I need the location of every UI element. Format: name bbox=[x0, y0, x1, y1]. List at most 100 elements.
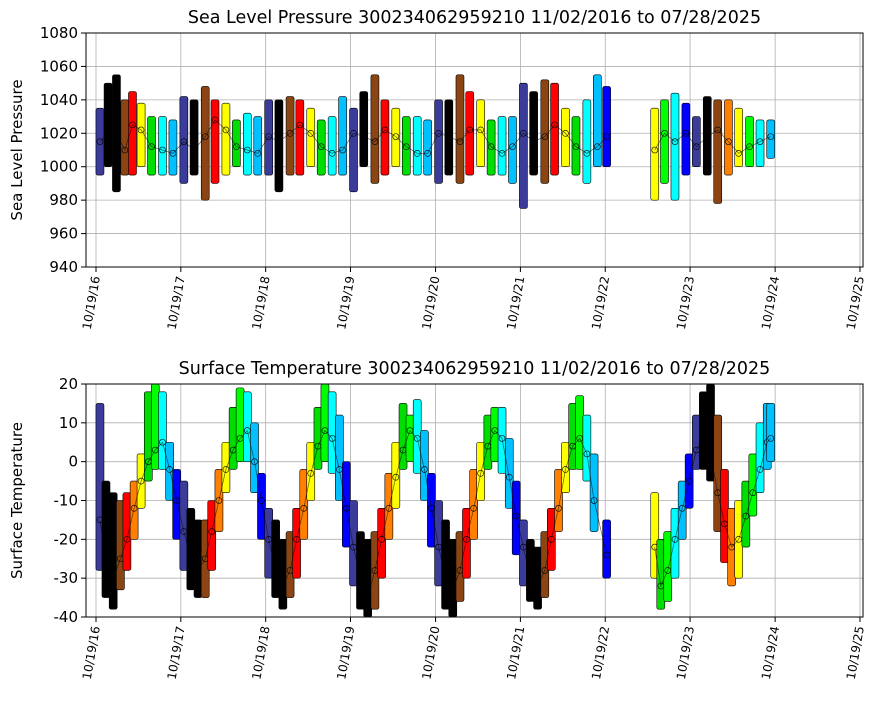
data-range-bar bbox=[745, 116, 754, 168]
y-axis-label: Sea Level Pressure bbox=[8, 79, 26, 220]
data-range-bar bbox=[306, 107, 316, 168]
data-range-bar bbox=[221, 102, 231, 176]
data-range-bar bbox=[274, 99, 284, 193]
data-range-bar bbox=[504, 438, 514, 509]
data-range-bar bbox=[338, 96, 347, 176]
x-tick-label: 10/19/16 bbox=[80, 625, 103, 681]
data-range-bar bbox=[706, 383, 715, 482]
x-tick-label: 10/19/21 bbox=[504, 625, 527, 681]
x-tick-label: 10/19/18 bbox=[249, 625, 272, 681]
data-range-bar bbox=[158, 116, 167, 176]
y-tick-label: 960 bbox=[49, 225, 78, 243]
data-range-bar bbox=[380, 99, 390, 176]
x-tick-label: 10/19/19 bbox=[334, 625, 357, 681]
data-range-bar bbox=[150, 383, 160, 470]
x-tick-label: 10/19/16 bbox=[80, 275, 103, 331]
y-tick-label: 1000 bbox=[40, 158, 78, 176]
data-range-bar bbox=[748, 453, 758, 517]
data-point bbox=[767, 133, 775, 140]
data-range-bar bbox=[660, 99, 669, 184]
data-range-bar bbox=[292, 507, 301, 579]
data-range-bar bbox=[158, 391, 167, 470]
data-range-bar bbox=[122, 492, 132, 571]
data-range-bar bbox=[469, 469, 478, 540]
data-range-bar bbox=[490, 406, 500, 462]
data-range-bar bbox=[550, 82, 559, 176]
data-range-bar bbox=[370, 74, 380, 184]
data-range-bar bbox=[699, 391, 708, 470]
series-line bbox=[99, 119, 771, 154]
data-range-bar bbox=[210, 99, 220, 184]
x-tick-label: 10/19/22 bbox=[589, 625, 612, 681]
y-tick-label: 20 bbox=[59, 375, 78, 393]
data-range-bar bbox=[207, 500, 217, 571]
data-range-bar bbox=[681, 102, 691, 176]
x-tick-label: 10/19/22 bbox=[589, 275, 612, 331]
x-tick-label: 10/19/25 bbox=[844, 275, 867, 331]
data-range-bar bbox=[593, 74, 602, 168]
x-tick-label: 10/19/23 bbox=[674, 625, 697, 681]
data-range-bar bbox=[561, 107, 570, 168]
y-tick-label: 1080 bbox=[40, 24, 78, 42]
data-range-bar bbox=[529, 91, 538, 176]
x-tick-label: 10/19/17 bbox=[165, 625, 188, 681]
data-range-bar bbox=[299, 469, 309, 540]
y-tick-label: -20 bbox=[54, 530, 79, 548]
data-range-bar bbox=[692, 116, 701, 168]
data-range-bar bbox=[434, 99, 443, 184]
data-range-bar bbox=[128, 91, 137, 176]
data-range-bar bbox=[420, 430, 429, 501]
data-range-bar bbox=[412, 116, 422, 176]
data-range-bar bbox=[193, 519, 203, 598]
y-tick-label: 940 bbox=[49, 258, 78, 276]
data-range-bar bbox=[575, 395, 584, 470]
data-range-bar bbox=[278, 539, 288, 610]
y-tick-label: 1060 bbox=[40, 57, 78, 75]
y-tick-label: 980 bbox=[49, 191, 78, 209]
data-range-bar bbox=[120, 99, 130, 176]
x-tick-label: 10/19/24 bbox=[759, 275, 782, 331]
data-range-bar bbox=[462, 507, 471, 579]
x-tick-label: 10/19/20 bbox=[419, 275, 442, 331]
series-points bbox=[95, 74, 776, 209]
data-range-bar bbox=[519, 82, 528, 209]
data-range-bar bbox=[663, 531, 673, 602]
data-range-bar bbox=[670, 92, 680, 201]
data-range-bar bbox=[448, 539, 458, 618]
data-range-bar bbox=[342, 461, 351, 548]
y-tick-label: -40 bbox=[54, 608, 79, 626]
data-range-bar bbox=[508, 116, 517, 184]
data-range-bar bbox=[356, 531, 365, 610]
y-tick-label: 1040 bbox=[40, 91, 78, 109]
data-range-bar bbox=[582, 99, 592, 184]
data-range-bar bbox=[533, 546, 542, 610]
pressure-panel: 940 960 980 1000 1020 1040 1060 1080 10/19/16 10/… bbox=[8, 8, 867, 331]
data-range-bar bbox=[589, 453, 599, 532]
data-range-bar bbox=[497, 116, 507, 176]
data-range-bar bbox=[670, 507, 680, 579]
y-tick-label: 10 bbox=[59, 414, 78, 432]
x-tick-label: 10/19/17 bbox=[165, 275, 188, 331]
data-range-bar bbox=[327, 391, 337, 474]
x-tick-label: 10/19/20 bbox=[419, 625, 442, 681]
y-axis-label: Surface Temperature bbox=[8, 422, 26, 579]
data-range-bar bbox=[103, 82, 113, 168]
x-tick-label: 10/19/23 bbox=[674, 275, 697, 331]
x-tick-label: 10/19/25 bbox=[844, 625, 867, 681]
data-range-bar bbox=[108, 492, 118, 610]
temperature-panel: -40 -30 -20 -10 0 10 20 10/19/16 10/19/17 10/19/1… bbox=[8, 359, 867, 681]
y-tick-label: 1020 bbox=[40, 124, 78, 142]
data-range-bar bbox=[602, 519, 611, 579]
data-range-bar bbox=[766, 403, 776, 462]
data-range-bar bbox=[172, 469, 181, 540]
data-range-bar bbox=[465, 91, 475, 176]
data-range-bar bbox=[650, 107, 660, 201]
y-tick-label: -30 bbox=[54, 569, 79, 587]
axes-frame bbox=[85, 32, 864, 268]
data-range-bar bbox=[526, 539, 535, 602]
data-range-bar bbox=[377, 507, 386, 579]
data-range-bar bbox=[189, 99, 199, 176]
data-range-bar bbox=[253, 116, 263, 176]
